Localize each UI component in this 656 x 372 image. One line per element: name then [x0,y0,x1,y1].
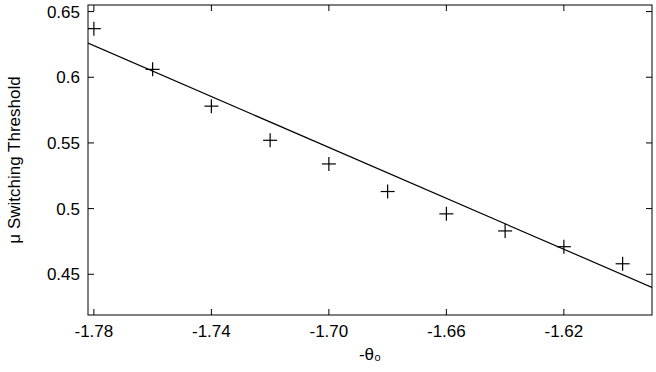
y-tick-label: 0.5 [56,200,80,219]
data-point [204,99,218,113]
data-point [381,185,395,199]
y-tick [88,274,94,275]
x-tick [93,5,94,11]
y-tick [646,274,652,275]
plot-frame [88,5,652,315]
x-tick-label: -1.78 [75,322,114,341]
y-tick-label: 0.6 [56,68,80,87]
y-tick [646,208,652,209]
y-tick [88,11,94,12]
y-tick-label: 0.65 [47,3,80,22]
x-tick [328,309,329,315]
plot-marks [88,22,652,288]
x-tick-label: -1.62 [545,322,584,341]
x-tick [446,309,447,315]
x-tick-label: -1.74 [192,322,231,341]
x-tick-label: -1.70 [310,322,349,341]
x-tick [93,309,94,315]
y-tick [646,142,652,143]
y-tick [646,77,652,78]
x-tick [563,5,564,11]
y-tick-label: 0.45 [47,265,80,284]
x-tick [328,5,329,11]
y-tick [646,11,652,12]
x-tick [563,309,564,315]
y-tick [88,142,94,143]
y-tick-label: 0.55 [47,134,80,153]
x-tick [211,5,212,11]
data-point [263,133,277,147]
x-tick [211,309,212,315]
x-tick-label: -1.66 [427,322,466,341]
data-point [439,207,453,221]
data-point [322,157,336,171]
fit-line [88,43,652,287]
x-tick [446,5,447,11]
data-point [88,22,101,36]
x-axis-label: -θ₀ [359,345,381,364]
data-point [616,257,630,271]
y-tick [88,208,94,209]
chart: -1.78 -1.74 -1.70 -1.66 -1.62 0.45 0.5 0.55 0.6 0… [0,0,656,372]
y-axis-label: μ Switching Threshold [5,76,24,243]
y-tick [88,77,94,78]
